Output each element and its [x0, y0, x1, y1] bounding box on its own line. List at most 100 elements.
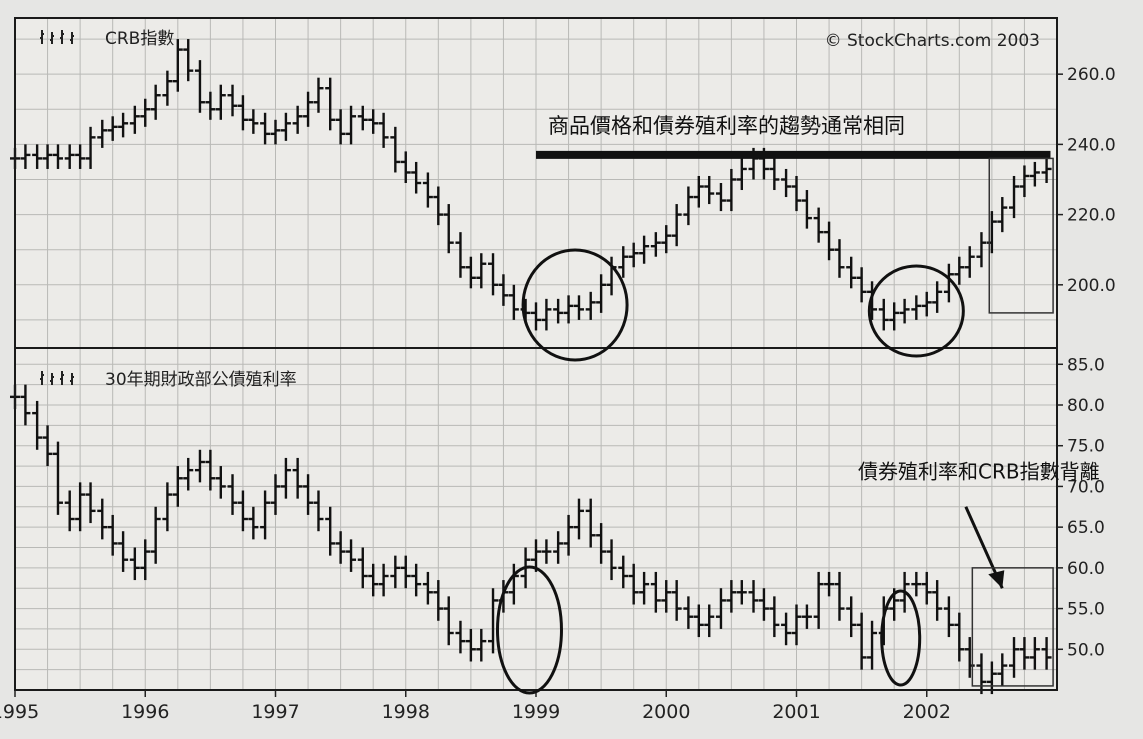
divergence-arrow-head [988, 570, 1005, 589]
crb-bar [834, 239, 845, 278]
y-tick-label: 55.0 [1067, 600, 1105, 620]
yield-legend-icon [40, 371, 74, 385]
yield-bar [303, 474, 314, 515]
yield-bar [85, 482, 96, 524]
crb-bar [531, 302, 541, 331]
yield-bar [921, 571, 932, 605]
highlight-ellipse [880, 589, 922, 687]
crb-bar [64, 144, 75, 169]
crb-bar [97, 119, 108, 148]
highlight-rect [988, 157, 1054, 314]
yield-bar [455, 620, 466, 654]
crb-bar [20, 144, 31, 169]
crb-bar [769, 158, 780, 191]
crb-bar [118, 112, 129, 138]
yield-bar [390, 555, 401, 589]
crb-bar [781, 168, 792, 198]
crb-bar [563, 295, 574, 324]
yield-bar [422, 571, 433, 605]
yield-bar [813, 571, 824, 629]
crb-bar [596, 274, 607, 313]
yield-bar [781, 612, 792, 646]
yield-bar [639, 571, 650, 605]
yield-bar [1029, 637, 1040, 670]
yield-bar [943, 596, 954, 638]
crb-bar [313, 77, 324, 113]
yield-bar [911, 571, 922, 597]
yield-bar [313, 490, 324, 532]
crb-bar [997, 197, 1008, 233]
yield-bar [769, 596, 780, 638]
yield-bar [553, 531, 564, 564]
yield-bar [693, 604, 704, 638]
x-axis: 1995 1996 1997 1998 1999 2000 2001 2002 [0, 690, 951, 723]
crb-bar [726, 168, 737, 212]
y-tick-label: 70.0 [1067, 477, 1105, 497]
yield-bar [650, 571, 661, 613]
yield-bar [411, 563, 422, 597]
crb-bar [390, 126, 401, 173]
y-tick-label: 220.0 [1067, 206, 1116, 226]
crb-bar [488, 253, 499, 296]
crb-bar [976, 232, 987, 268]
yield-bar [227, 474, 238, 515]
yield-bar [726, 580, 737, 613]
x-tick-label: 1995 [0, 701, 39, 723]
crb-bar [736, 158, 747, 191]
yield-bar [476, 628, 487, 662]
crb-bar [227, 84, 238, 117]
yield-bar [585, 498, 596, 548]
yield-bar [748, 580, 759, 613]
crb-bar [433, 186, 444, 226]
yield-bar [172, 466, 183, 507]
yield-bar [270, 474, 281, 515]
crb-bar [172, 39, 183, 92]
copyright-text: © StockCharts.com 2003 [825, 31, 1040, 51]
crb-bar [75, 144, 86, 169]
yield-bar [237, 490, 248, 532]
crb-bar [194, 60, 205, 113]
yield-bar [618, 555, 629, 589]
highlight-ellipse [867, 264, 965, 358]
yield-bar [346, 539, 357, 572]
crb-bar [303, 91, 314, 127]
x-tick-label: 1998 [382, 701, 430, 723]
crb-bar [553, 298, 564, 324]
yield-bar [986, 661, 997, 695]
crb-bar [422, 172, 433, 208]
crb-bar [846, 256, 857, 289]
crb-bar [378, 112, 389, 148]
crb-bar [683, 186, 694, 226]
yield-bar [736, 580, 747, 605]
yield-bar [433, 580, 444, 621]
yield-bar [704, 604, 715, 638]
crb-bar [400, 151, 411, 183]
crb-bar [140, 98, 151, 127]
y-tick-label: 200.0 [1067, 276, 1116, 296]
yield-bar [846, 596, 857, 638]
crb-bar [411, 161, 422, 194]
crb-bar [1019, 165, 1030, 198]
crb-bar [205, 91, 216, 120]
crb-bar [237, 95, 248, 131]
yield-bar [867, 620, 878, 670]
crb-bar [801, 190, 812, 229]
bottom-y-axis: 50.0 55.0 60.0 65.0 70.0 75.0 80.0 85.0 [1057, 355, 1105, 660]
yield-bar [932, 580, 943, 621]
crb-bar [639, 235, 650, 264]
crb-bar [335, 109, 346, 145]
crb-bar [911, 295, 922, 320]
top-y-axis: 200.0 220.0 240.0 260.0 [1057, 65, 1116, 296]
crb-bar [867, 281, 878, 320]
crb-bar [1009, 175, 1020, 219]
x-tick-label: 1999 [512, 701, 560, 723]
y-tick-label: 80.0 [1067, 396, 1105, 416]
yield-bar [596, 523, 607, 564]
yield-title: 30年期財政部公債殖利率 [105, 370, 297, 390]
yield-bar [194, 449, 205, 483]
yield-bar [325, 506, 336, 556]
crb-bar [498, 274, 509, 306]
